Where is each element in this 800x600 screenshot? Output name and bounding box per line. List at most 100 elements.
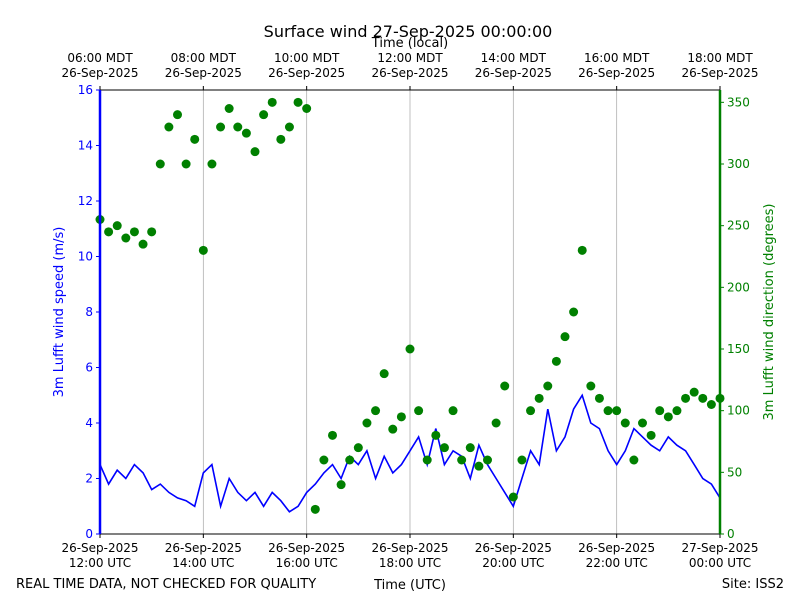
y-tick-label: 2 [85, 472, 93, 486]
y-tick-label: 10 [78, 250, 93, 264]
direction-point [138, 239, 148, 249]
x2-tick-label: 18:00 MDT 26-Sep-2025 [681, 51, 759, 80]
direction-point [672, 406, 682, 416]
direction-point [706, 400, 716, 409]
direction-point [379, 369, 389, 379]
direction-point [259, 110, 269, 120]
direction-point [663, 412, 673, 422]
y2-tick-label: 300 [727, 157, 750, 171]
direction-point [560, 332, 570, 342]
direction-point [371, 406, 381, 416]
direction-point [534, 393, 544, 403]
direction-point [250, 147, 260, 157]
direction-point [328, 430, 337, 440]
direction-point [198, 245, 208, 255]
y-tick-label: 16 [78, 83, 93, 97]
direction-point [155, 159, 165, 169]
x-tick-label: 26-Sep-2025 20:00 UTC [474, 541, 552, 570]
x2-tick-label: 16:00 MDT 26-Sep-2025 [578, 51, 656, 80]
direction-point [569, 307, 579, 317]
y2-tick-label: 200 [727, 280, 750, 294]
y2-tick-label: 150 [727, 342, 750, 356]
direction-point [646, 430, 656, 440]
direction-point [508, 492, 518, 502]
direction-point [293, 97, 303, 107]
direction-point [586, 381, 596, 391]
direction-point [465, 443, 475, 453]
x2-tick-label: 12:00 MDT 26-Sep-2025 [371, 51, 449, 80]
direction-point [302, 104, 312, 113]
y-tick-label: 6 [85, 361, 93, 375]
direction-point [491, 418, 501, 428]
direction-point [147, 227, 157, 237]
direction-point [612, 406, 622, 416]
speed-line [99, 393, 721, 513]
direction-point [638, 418, 647, 428]
direction-point [405, 344, 415, 354]
footer-left: REAL TIME DATA, NOT CHECKED FOR QUALITY [16, 577, 316, 592]
direction-point [439, 443, 449, 453]
direction-point [362, 418, 372, 428]
y2-axis-label: 3m Lufft wind direction (degrees) [762, 204, 777, 421]
direction-point [173, 110, 182, 120]
x2-tick-label: 14:00 MDT 26-Sep-2025 [474, 51, 552, 80]
direction-point [319, 455, 329, 465]
direction-point [336, 480, 346, 490]
direction-point [181, 159, 191, 169]
x-tick-label: 26-Sep-2025 12:00 UTC [61, 541, 139, 570]
direction-point [396, 412, 406, 422]
direction-point [698, 393, 708, 403]
direction-point [620, 418, 630, 428]
x2-tick-label: 10:00 MDT 26-Sep-2025 [268, 51, 346, 80]
direction-point [104, 227, 114, 237]
direction-point [164, 122, 174, 132]
direction-point [207, 159, 217, 169]
direction-point [129, 227, 139, 237]
x-tick-label: 26-Sep-2025 22:00 UTC [578, 541, 656, 570]
direction-point [655, 406, 665, 416]
direction-point [241, 128, 251, 138]
direction-point [517, 455, 527, 465]
x-axis-label: Time (UTC) [373, 578, 446, 593]
direction-point [543, 381, 553, 391]
direction-point [474, 461, 484, 471]
direction-point [224, 104, 234, 113]
direction-point [267, 97, 277, 107]
direction-point [603, 406, 613, 416]
direction-point [448, 406, 458, 416]
direction-point [629, 455, 639, 465]
direction-point [681, 393, 691, 403]
chart-title: Surface wind 27-Sep-2025 00:00:00 [264, 22, 553, 41]
direction-point [483, 455, 492, 465]
direction-point [310, 504, 320, 514]
y-tick-label: 8 [85, 305, 93, 319]
direction-point [233, 122, 243, 132]
x-tick-label: 26-Sep-2025 16:00 UTC [268, 541, 346, 570]
direction-point [190, 134, 200, 144]
y-tick-label: 0 [85, 527, 93, 541]
direction-point [689, 387, 699, 397]
direction-point [216, 122, 226, 132]
direction-point [353, 443, 363, 453]
y-tick-label: 12 [78, 194, 93, 208]
direction-point [577, 245, 587, 255]
direction-point [284, 122, 294, 132]
x-tick-label: 26-Sep-2025 18:00 UTC [371, 541, 449, 570]
y2-tick-label: 0 [727, 527, 735, 541]
y-axis-label: 3m Lufft wind speed (m/s) [52, 227, 67, 398]
direction-point [414, 406, 424, 416]
y2-tick-label: 250 [727, 219, 750, 233]
y2-tick-label: 100 [727, 404, 750, 418]
y-tick-label: 14 [78, 139, 93, 153]
footer-right: Site: ISS2 [722, 577, 784, 592]
direction-point [551, 356, 561, 366]
direction-point [457, 455, 467, 465]
x2-axis-label: Time (local) [371, 36, 448, 51]
direction-point [500, 381, 510, 391]
x-tick-label: 26-Sep-2025 14:00 UTC [164, 541, 242, 570]
direction-point [594, 393, 604, 403]
x-tick-label: 27-Sep-2025 00:00 UTC [681, 541, 759, 570]
direction-point [431, 430, 441, 440]
direction-point [526, 406, 536, 416]
